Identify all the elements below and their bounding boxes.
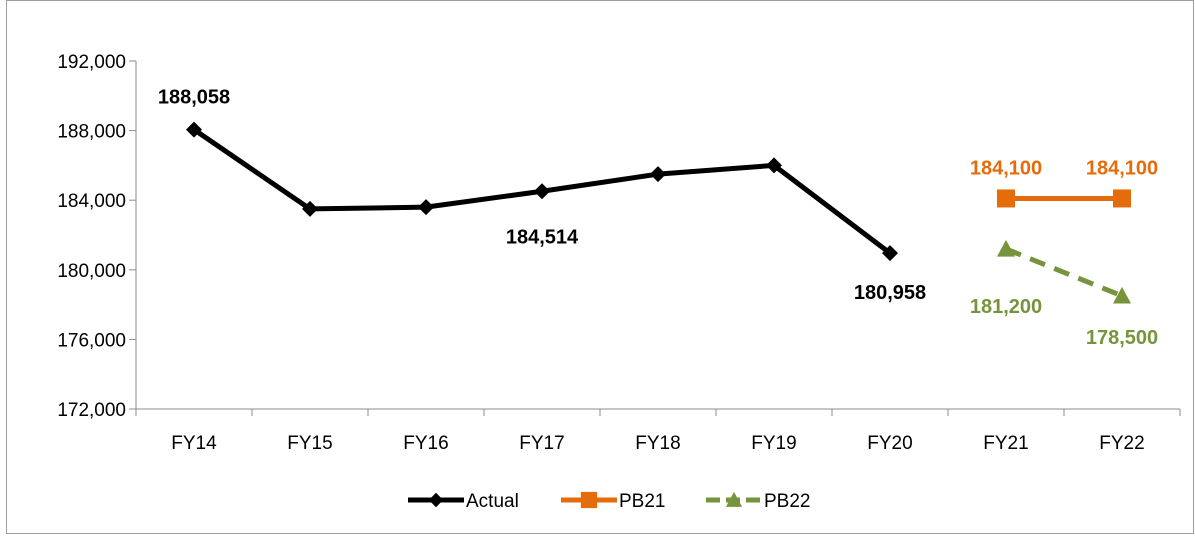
x-tick-label: FY16	[403, 433, 448, 454]
x-tick-label: FY19	[751, 433, 796, 454]
data-point-square	[580, 491, 598, 509]
axes: 172,000 176,000 180,000 184,000 188,000 192,0…	[57, 52, 1181, 454]
data-label: 184,100	[970, 157, 1042, 179]
y-tick-label: 176,000	[57, 330, 126, 351]
legend-item-pb22: PB22	[706, 491, 810, 512]
data-point-diamond	[534, 183, 550, 200]
data-point-triangle	[997, 239, 1015, 257]
y-tick-label: 188,000	[57, 122, 126, 143]
data-point-diamond	[302, 200, 318, 217]
legend-label: Actual	[466, 491, 519, 512]
x-tick-label: FY15	[287, 433, 332, 454]
data-label: 184,100	[1086, 157, 1158, 179]
data-label: 184,514	[506, 226, 579, 248]
data-point-square	[997, 189, 1015, 208]
legend-item-pb21: PB21	[561, 491, 665, 512]
data-labels: 188,058 184,514 180,958 184,100 184,100 181,2…	[158, 87, 1158, 349]
legend-label: PB21	[619, 491, 665, 512]
data-point-diamond	[882, 245, 898, 262]
series-pb21	[997, 189, 1131, 208]
y-tick-label: 184,000	[57, 191, 126, 212]
data-label: 178,500	[1086, 327, 1158, 349]
data-point-square	[1113, 189, 1131, 208]
data-point-diamond	[428, 492, 444, 508]
x-tick-label: FY20	[867, 433, 912, 454]
data-point-diamond	[766, 157, 782, 174]
series-pb22	[997, 239, 1131, 304]
x-tick-label: FY18	[635, 433, 680, 454]
chart-border	[6, 0, 1194, 534]
series-actual	[186, 121, 898, 262]
data-label: 188,058	[158, 87, 230, 109]
x-tick-label: FY22	[1099, 433, 1144, 454]
data-label: 180,958	[854, 282, 926, 304]
data-point-triangle	[1113, 286, 1131, 304]
y-tick-label: 180,000	[57, 261, 126, 282]
legend-item-actual: Actual	[408, 491, 519, 512]
series-line	[1005, 246, 1123, 299]
y-tick-label: 172,000	[57, 400, 126, 421]
x-tick-label: FY17	[519, 433, 564, 454]
data-point-triangle	[725, 491, 743, 507]
x-tick-label: FY14	[171, 433, 217, 454]
data-point-diamond	[650, 166, 666, 183]
x-tick-label: FY21	[983, 433, 1028, 454]
data-point-diamond	[418, 199, 434, 216]
legend: Actual PB21 PB22	[408, 491, 810, 512]
legend-label: PB22	[764, 491, 810, 512]
series-layer	[186, 121, 1131, 304]
data-point-diamond	[186, 121, 202, 138]
data-label: 181,200	[970, 296, 1042, 318]
y-tick-label: 192,000	[57, 52, 126, 73]
